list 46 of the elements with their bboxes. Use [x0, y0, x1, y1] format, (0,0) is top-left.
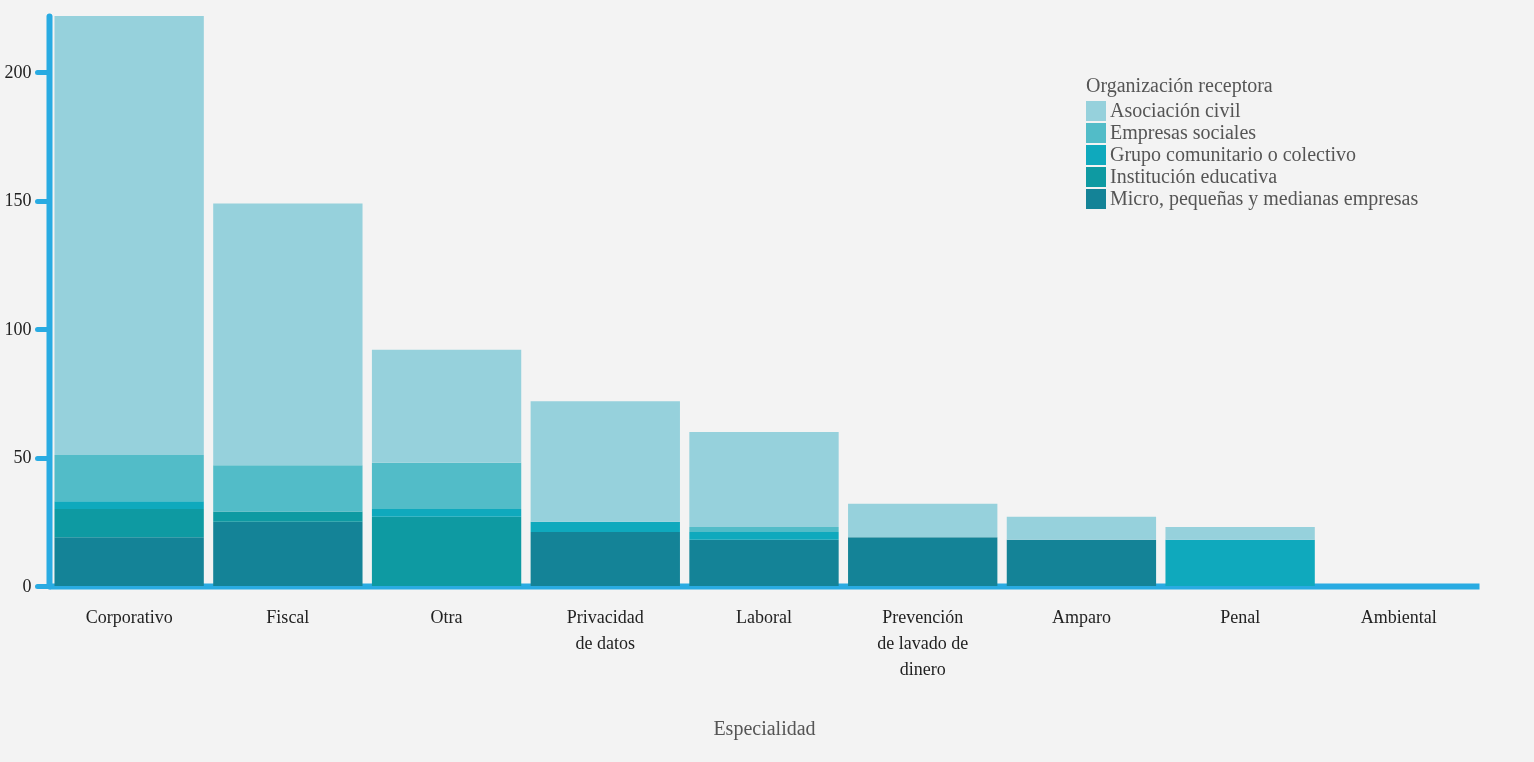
- bar: [54, 537, 204, 586]
- bar: [371, 508, 522, 517]
- y-tick-label: 150: [4, 190, 32, 211]
- bar: [1165, 539, 1315, 586]
- bar: [213, 203, 363, 466]
- x-tick-label: Otra: [430, 606, 463, 627]
- x-tick-label: Ambiental: [1360, 606, 1437, 627]
- bar: [848, 503, 998, 538]
- x-tick-label: Laboral: [736, 606, 792, 627]
- y-tick-label: 100: [4, 318, 32, 339]
- bar: [1006, 516, 1157, 540]
- bar: [530, 401, 680, 522]
- bar: [54, 508, 204, 538]
- x-tick-label: Amparo: [1051, 606, 1111, 627]
- x-tick-label: Penal: [1220, 606, 1261, 627]
- bar: [54, 501, 204, 509]
- legend-label: Empresas sociales: [1110, 121, 1257, 144]
- bar: [371, 462, 522, 509]
- legend-label: Asociación civil: [1110, 99, 1241, 121]
- legend-label: Institución educativa: [1110, 165, 1278, 187]
- x-tick-label: Corporativo: [85, 606, 173, 627]
- x-axis-title: Especialidad: [713, 716, 816, 740]
- bar: [54, 455, 204, 502]
- bar: [213, 511, 363, 522]
- bar: [530, 521, 680, 533]
- bar: [689, 539, 839, 586]
- bar: [689, 526, 839, 533]
- legend-title: Organización receptora: [1086, 74, 1273, 97]
- bar: [213, 521, 363, 586]
- bar: [371, 516, 522, 586]
- legend-label: Micro, pequeñas y medianas empresas: [1110, 187, 1419, 210]
- bar: [848, 537, 998, 586]
- bar: [689, 532, 839, 540]
- x-tick-label: Prevención de lavado de dinero: [877, 606, 969, 679]
- bar: [1006, 539, 1157, 586]
- bar: [371, 349, 522, 463]
- x-tick-label: Fiscal: [266, 606, 310, 627]
- bar: [1165, 526, 1315, 540]
- legend-label: Grupo comunitario o colectivo: [1110, 143, 1357, 166]
- y-tick-label: 200: [4, 61, 32, 82]
- x-tick-label: Privacidad de datos: [566, 606, 644, 653]
- bar: [530, 532, 680, 586]
- y-tick-label: 50: [13, 447, 32, 468]
- bar: [213, 465, 363, 512]
- bar: [689, 431, 839, 527]
- y-tick-label: 0: [22, 575, 32, 596]
